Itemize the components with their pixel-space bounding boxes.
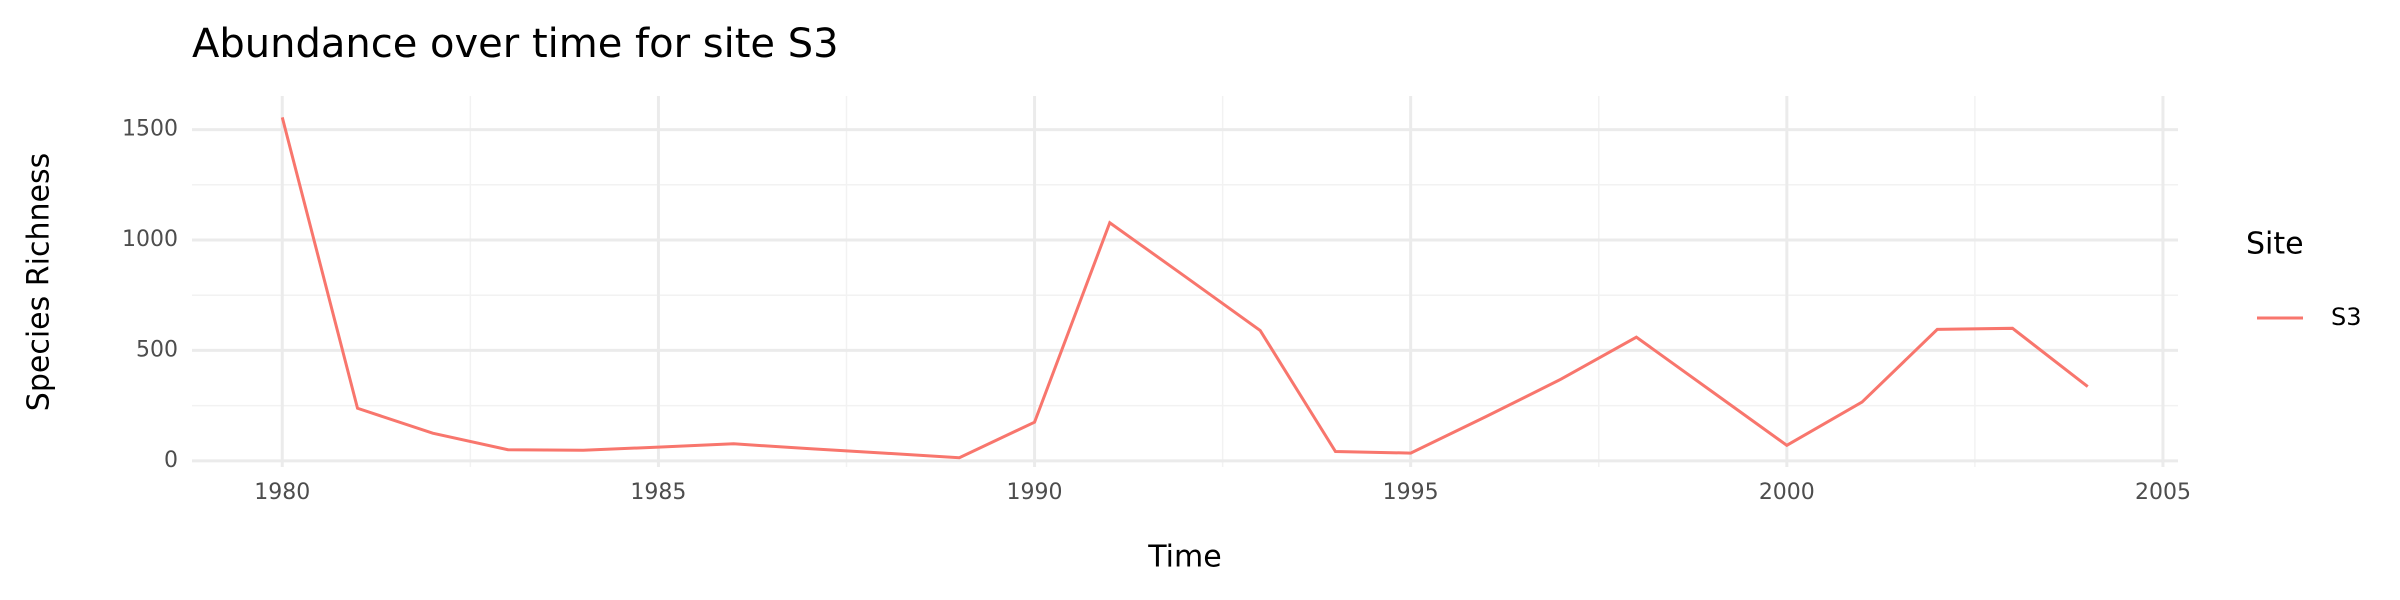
x-tick-label: 1985 (630, 480, 686, 505)
y-tick-label: 1000 (122, 227, 178, 252)
y-tick-label: 0 (164, 448, 178, 473)
legend-label: S3 (2331, 303, 2362, 331)
x-tick-label: 2005 (2135, 480, 2191, 505)
y-tick-label: 500 (136, 337, 178, 362)
x-tick-label: 1980 (254, 480, 310, 505)
x-tick-label: 1995 (1383, 480, 1439, 505)
line-series (280, 117, 2089, 460)
y-tick-label: 1500 (122, 117, 178, 142)
x-tick-label: 1990 (1007, 480, 1063, 505)
x-axis-title: Time (1147, 540, 1221, 575)
x-tick-label: 2000 (1759, 480, 1815, 505)
chart-title: Abundance over time for site S3 (192, 21, 839, 67)
y-axis-title: Species Richness (22, 153, 57, 411)
legend-title: Site (2246, 227, 2304, 262)
